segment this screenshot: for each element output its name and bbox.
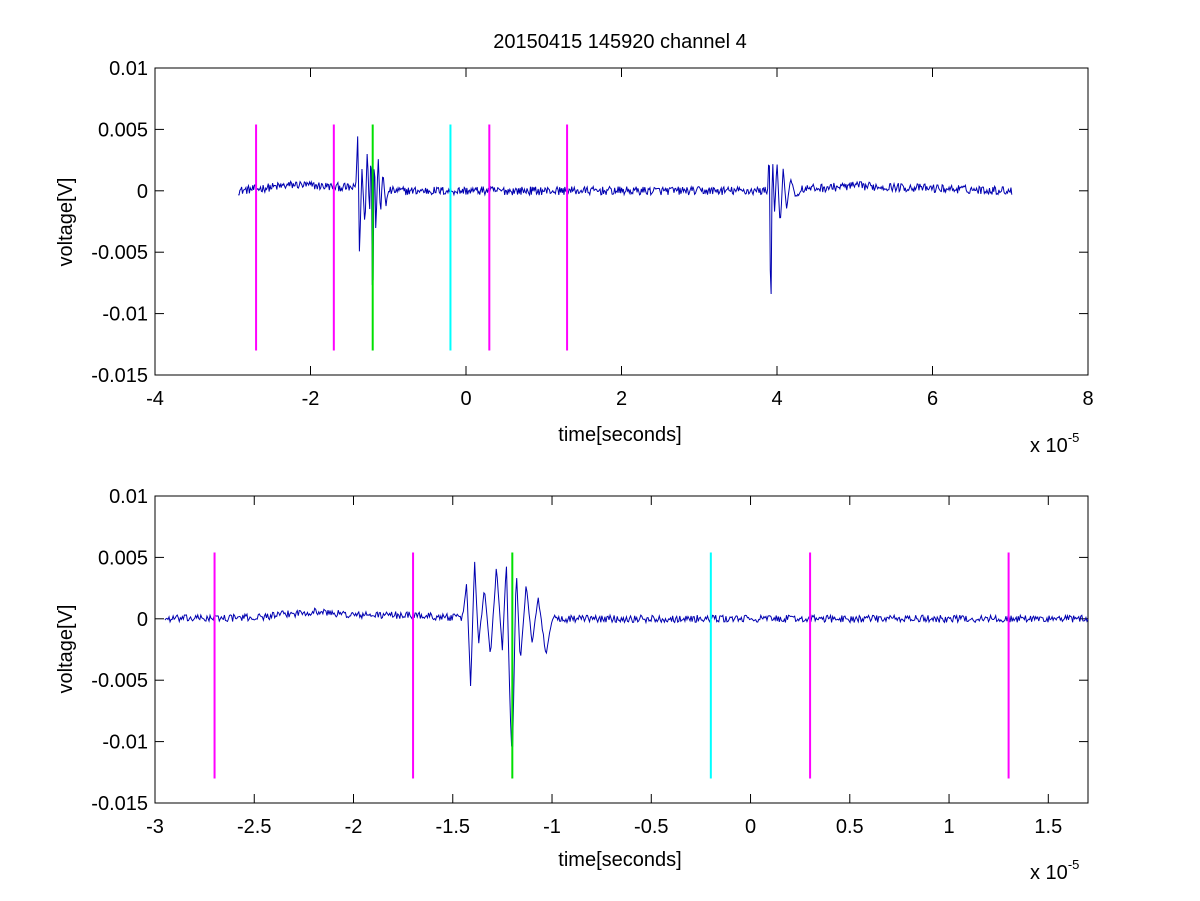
bottom-plot-ylabel: voltage[V] (55, 605, 77, 694)
bottom-plot-x-multiplier-base: x 10 (1030, 862, 1068, 884)
bottom-plot-ytick-label: 0.005 (98, 547, 148, 569)
bottom-plot-xtick-label: 1 (943, 816, 954, 838)
bottom-plot: -3 -2.5 -2 -1.5 -1 -0.5 0 0.5 1 1.5 0.01 0.005 0 -0.0… (55, 486, 1089, 884)
bottom-plot-axes-box (154, 495, 1089, 804)
top-plot-x-multiplier-base: x 10 (1030, 435, 1068, 457)
top-plot-ytick-label: 0.01 (109, 58, 148, 80)
top-plot-ytick-label: -0.005 (91, 242, 148, 264)
bottom-plot-markers (213, 552, 1010, 779)
bottom-plot-ytick-label: -0.01 (102, 732, 148, 754)
top-plot-xtick-label: -2 (302, 388, 320, 410)
bottom-plot-xtick-label: -2.5 (237, 816, 271, 838)
top-plot: -4 -2 0 2 4 6 8 0.01 0.005 0 -0.005 -0.01 -0.015 tim… (55, 58, 1094, 457)
bottom-plot-ytick-label: 0.01 (109, 486, 148, 508)
top-plot-ylabel: voltage[V] (55, 178, 77, 267)
top-plot-series (238, 136, 1013, 294)
bottom-plot-xtick-label: -1 (543, 816, 561, 838)
bottom-plot-ytick-label: -0.005 (91, 670, 148, 692)
top-plot-tick-labels: -4 -2 0 2 4 6 8 0.01 0.005 0 -0.005 -0.01 -0.015 (91, 58, 1093, 410)
top-plot-xtick-label: 6 (927, 388, 938, 410)
top-plot-xtick-label: 4 (771, 388, 782, 410)
bottom-plot-xtick-label: 0.5 (836, 816, 864, 838)
bottom-plot-xlabel: time[seconds] (558, 849, 681, 871)
bottom-plot-ytick-label: -0.015 (91, 793, 148, 815)
bottom-plot-xtick-label: -1.5 (436, 816, 470, 838)
bottom-plot-series (164, 561, 1089, 748)
bottom-plot-x-multiplier-exponent: -5 (1068, 857, 1080, 872)
bottom-plot-xtick-label: -2 (345, 816, 363, 838)
bottom-plot-xtick-label: -3 (146, 816, 164, 838)
top-plot-ticks (154, 67, 1089, 376)
bottom-plot-xtick-label: 0 (745, 816, 756, 838)
bottom-plot-xtick-label: 1.5 (1034, 816, 1062, 838)
bottom-plot-xtick-label: -0.5 (634, 816, 668, 838)
top-plot-ytick-label: 0.005 (98, 119, 148, 141)
top-plot-xtick-label: 8 (1082, 388, 1093, 410)
top-plot-xlabel: time[seconds] (558, 424, 681, 446)
top-plot-ytick-label: -0.01 (102, 304, 148, 326)
bottom-plot-ticks (154, 495, 1088, 804)
top-plot-series-line (238, 136, 1013, 294)
top-plot-ytick-label: 0 (137, 181, 148, 203)
top-plot-xtick-label: 0 (460, 388, 471, 410)
top-plot-xtick-label: 2 (616, 388, 627, 410)
top-plot-x-multiplier-exponent: -5 (1068, 430, 1080, 445)
top-plot-markers (255, 124, 569, 351)
figure-title: 20150415 145920 channel 4 (493, 31, 747, 53)
bottom-plot-tick-labels: -3 -2.5 -2 -1.5 -1 -0.5 0 0.5 1 1.5 0.01 0.005 0 -0.0… (91, 486, 1062, 838)
bottom-plot-series-line (164, 561, 1089, 748)
bottom-plot-x-multiplier: x 10-5 (1030, 857, 1079, 884)
top-plot-x-multiplier: x 10-5 (1030, 430, 1079, 457)
bottom-plot-ytick-label: 0 (137, 609, 148, 631)
top-plot-xtick-label: -4 (146, 388, 164, 410)
top-plot-ytick-label: -0.015 (91, 365, 148, 387)
